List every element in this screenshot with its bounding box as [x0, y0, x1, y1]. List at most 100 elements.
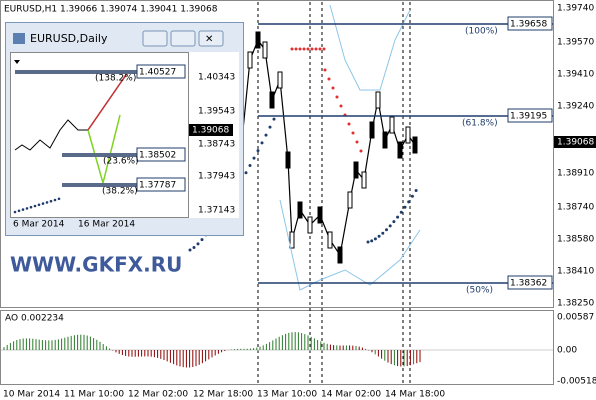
window-title: EURUSD,Daily: [30, 32, 108, 45]
candle: [269, 91, 275, 109]
candle: [317, 206, 323, 224]
candle: [262, 41, 268, 59]
price-axis-label: 1.38580: [557, 235, 594, 245]
sar-dot: [407, 200, 411, 204]
indicator-axis-label: 0.00: [557, 346, 577, 356]
inset-fib-box: [136, 147, 186, 162]
sar-dot: [355, 140, 359, 144]
sar-dot: [399, 210, 403, 214]
inset-sar-dot: [13, 210, 17, 214]
inset-fib-price: 1.38502: [139, 151, 176, 161]
sar-dot: [351, 131, 355, 135]
inset-price-axis-label: 1.37943: [198, 172, 235, 182]
sar-dot: [310, 47, 314, 51]
sar-dot: [314, 47, 318, 51]
candle: [369, 121, 375, 139]
indicator-axis-label: 0.00587: [557, 313, 594, 323]
time-axis-label: 14 Mar 02:00: [321, 390, 381, 400]
inset-time-label: 6 Mar 2014: [13, 220, 65, 230]
band-lower: [279, 199, 421, 291]
inset-fib-box: [136, 177, 186, 192]
inset-fib-box: [136, 64, 186, 79]
sar-dot: [256, 149, 260, 153]
sar-dot: [318, 47, 322, 51]
sar-dot: [388, 224, 392, 228]
sar-dot: [248, 163, 252, 167]
inset-window: EURUSD,Daily ✕ 1.40343 1.39543 1.38743 1.37…: [5, 22, 244, 236]
price-axis-label: 1.39240: [557, 102, 594, 112]
inset-fib-price: 1.40527: [139, 68, 176, 78]
candle: [289, 231, 295, 249]
inset-time-label: 16 Mar 2014: [78, 220, 135, 230]
fib-box: [507, 108, 553, 123]
inset-fib-price: 1.37787: [139, 181, 176, 191]
inset-menu-arrow: [14, 60, 20, 64]
candle: [327, 231, 333, 249]
sar-dot: [385, 228, 388, 232]
sar-dot: [290, 47, 294, 51]
candle: [337, 246, 343, 264]
inset-sar-dot: [25, 207, 29, 210]
minimize-button[interactable]: [142, 30, 168, 47]
sar-dot: [244, 171, 248, 175]
candle: [375, 91, 381, 109]
price-axis-label: 1.38250: [557, 299, 594, 309]
fib-price: 1.39658: [510, 20, 547, 30]
chart-header: EURUSD,H1 1.39066 1.39074 1.39041 1.3906…: [4, 5, 218, 15]
inset-price-axis-label: 1.38743: [198, 140, 235, 150]
candle: [277, 71, 283, 89]
inset-sar-dot: [33, 204, 37, 208]
candle: [382, 131, 388, 149]
close-button[interactable]: [198, 30, 224, 47]
candle: [297, 201, 303, 219]
sar-dot: [264, 133, 268, 137]
candle: [247, 51, 253, 69]
sar-dot: [306, 47, 310, 51]
fib-price: 1.39195: [510, 112, 547, 122]
close-glyph: ✕: [205, 34, 213, 45]
time-axis-label: 12 Mar 18:00: [193, 390, 253, 400]
price-axis-label: 1.39740: [557, 4, 594, 14]
fib-price: 1.38362: [510, 279, 547, 289]
candle: [347, 191, 353, 209]
inset-sar-dot: [29, 205, 33, 209]
candle: [405, 126, 411, 144]
sar-dot: [188, 248, 192, 252]
sar-dot: [260, 141, 264, 145]
inset-fib-label: (38.2%): [102, 187, 138, 197]
sar-dot: [323, 68, 327, 72]
fib-label: (50%): [466, 286, 493, 296]
sar-dot: [268, 125, 272, 129]
sar-dot: [392, 220, 396, 224]
sar-dot: [196, 242, 200, 246]
sar-dot: [403, 205, 407, 209]
sar-dot: [410, 194, 414, 198]
time-axis-label: 10 Mar 2014: [3, 390, 60, 400]
sar-dot: [396, 215, 400, 219]
sar-dot: [381, 231, 385, 235]
sar-dot: [200, 238, 204, 242]
inset-sar-dot: [21, 208, 25, 211]
current-price: 1.39068: [557, 138, 594, 148]
sar-dot: [359, 149, 363, 153]
inset-current-price: 1.39068: [192, 126, 229, 136]
inset-sar-dot: [53, 198, 57, 202]
maximize-button[interactable]: [170, 30, 196, 47]
fib-label: (61.8%): [462, 119, 498, 129]
candle: [255, 31, 261, 49]
indicator-frame: [0, 310, 554, 385]
sar-dot: [322, 47, 326, 51]
price-axis-label: 1.39570: [557, 38, 594, 48]
indicator-axis-label: -0.00518: [557, 377, 596, 387]
sar-dot: [294, 47, 298, 51]
inset-sar-dot: [49, 199, 53, 203]
inset-price-axis-label: 1.40343: [198, 73, 235, 83]
sar-dot: [302, 47, 306, 51]
sar-dot: [252, 156, 256, 160]
inset-price-axis-label: 1.39543: [198, 107, 235, 117]
sar-dot: [370, 239, 374, 243]
main-frame: [0, 0, 554, 308]
fib-box: [507, 275, 553, 290]
sar-dot: [327, 77, 331, 81]
